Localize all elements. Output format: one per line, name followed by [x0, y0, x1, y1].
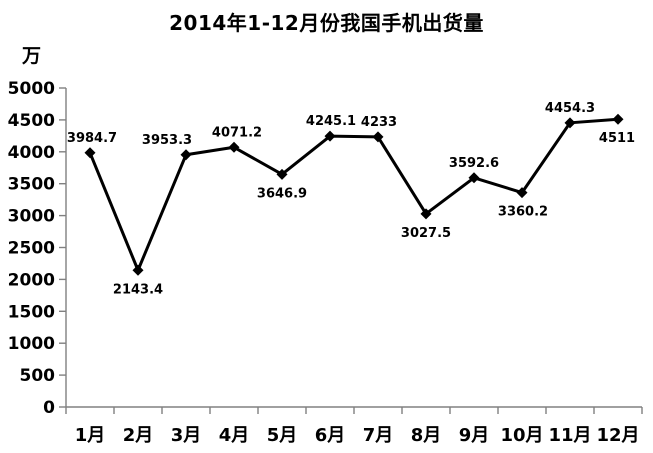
data-point-marker — [612, 113, 624, 125]
x-axis-category-label: 3月 — [171, 425, 202, 446]
x-axis-category-label: 8月 — [411, 425, 442, 446]
data-point-marker — [420, 208, 432, 220]
data-point-label: 4511 — [599, 131, 635, 146]
data-point-label: 4454.3 — [545, 101, 595, 116]
data-point-marker — [324, 130, 336, 142]
y-axis-tick-label: 500 — [20, 366, 56, 386]
data-point-label: 3953.3 — [142, 133, 192, 148]
x-axis-category-label: 2月 — [123, 425, 154, 446]
data-point-marker — [468, 172, 480, 184]
data-point-label: 3984.7 — [67, 131, 117, 146]
y-axis-tick-label: 0 — [43, 398, 55, 418]
x-axis-category-label: 11月 — [548, 425, 591, 446]
y-axis-unit-label: 万 — [22, 45, 42, 67]
x-axis-category-label: 1月 — [75, 425, 106, 446]
y-axis-tick-label: 4500 — [8, 111, 55, 131]
data-point-marker — [516, 187, 528, 199]
x-axis-category-label: 9月 — [459, 425, 490, 446]
data-point-label: 3027.5 — [401, 226, 451, 241]
data-point-label: 2143.4 — [113, 282, 163, 297]
y-axis-tick-label: 3000 — [8, 207, 55, 227]
data-point-label: 4233 — [361, 115, 397, 130]
data-point-label: 3360.2 — [498, 205, 548, 220]
data-point-marker — [372, 131, 384, 143]
y-axis-tick-label: 3500 — [8, 175, 55, 195]
data-point-label: 3646.9 — [257, 186, 307, 201]
y-axis-tick-label: 5000 — [8, 79, 55, 99]
data-point-marker — [228, 141, 240, 153]
y-axis-tick-label: 1500 — [8, 302, 55, 322]
x-axis-category-label: 12月 — [596, 425, 639, 446]
data-point-marker — [564, 117, 576, 129]
x-axis-category-label: 5月 — [267, 425, 298, 446]
chart-title: 2014年1-12月份我国手机出货量 — [169, 11, 484, 35]
y-axis-tick-label: 2000 — [8, 270, 55, 290]
data-point-marker — [84, 147, 96, 159]
data-point-label: 3592.6 — [449, 156, 499, 171]
x-axis-category-label: 6月 — [315, 425, 346, 446]
x-axis-category-label: 10月 — [500, 425, 543, 446]
data-point-label: 4071.2 — [212, 125, 262, 140]
x-axis-category-label: 7月 — [363, 425, 394, 446]
data-point-label: 4245.1 — [306, 114, 356, 129]
y-axis-tick-label: 1000 — [8, 334, 55, 354]
y-axis-tick-label: 2500 — [8, 239, 55, 259]
series-line — [88, 117, 620, 272]
data-point-marker — [132, 264, 144, 276]
x-axis-category-label: 4月 — [219, 425, 250, 446]
data-point-marker — [180, 149, 192, 161]
y-axis-tick-label: 4000 — [8, 143, 55, 163]
data-point-marker — [276, 168, 288, 180]
